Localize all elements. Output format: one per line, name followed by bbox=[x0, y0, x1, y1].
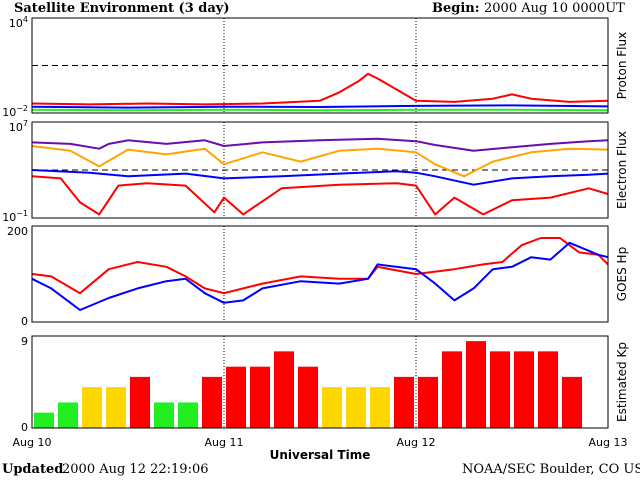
begin-value: 2000 Aug 10 0000UT bbox=[484, 1, 625, 16]
kp-bar bbox=[538, 351, 558, 428]
kp-bar bbox=[370, 387, 390, 428]
kp-bar bbox=[322, 387, 342, 428]
kp-bar bbox=[490, 351, 510, 428]
kp-bar bbox=[106, 387, 126, 428]
kp-bar bbox=[226, 366, 246, 428]
series-purple-line bbox=[31, 137, 609, 152]
kp-bar bbox=[82, 387, 102, 428]
y-tick-label: 0 bbox=[21, 315, 28, 328]
kp-bar bbox=[250, 366, 270, 428]
chart-title: Satellite Environment (3 day) bbox=[14, 1, 230, 16]
panel-background bbox=[32, 122, 608, 218]
kp-bar bbox=[442, 351, 462, 428]
series-blue-line bbox=[31, 241, 609, 311]
y-tick-label: 107 bbox=[9, 119, 28, 134]
kp-bar bbox=[562, 376, 582, 428]
panel-3 bbox=[31, 225, 609, 323]
series-orange-line bbox=[31, 145, 609, 178]
kp-bar bbox=[34, 412, 54, 428]
panel-frame bbox=[31, 121, 609, 219]
panel-ylabel: Estimated Kp bbox=[615, 342, 629, 422]
y-tick-label: 9 bbox=[21, 335, 28, 348]
panel-ylabel: Electron Flux bbox=[615, 131, 629, 209]
kp-bar bbox=[466, 341, 486, 428]
series-red-line bbox=[31, 72, 609, 106]
panel-background bbox=[32, 18, 608, 113]
x-axis-label: Universal Time bbox=[270, 448, 371, 462]
panel-ylabel: GOES Hp bbox=[615, 247, 629, 301]
y-tick-label: 10−2 bbox=[2, 104, 28, 119]
panel-background bbox=[32, 226, 608, 322]
panel-frame bbox=[31, 17, 609, 114]
y-tick-label: 200 bbox=[7, 225, 28, 238]
y-tick-label: 0 bbox=[21, 421, 28, 434]
y-tick-label: 104 bbox=[9, 15, 28, 30]
x-tick-label: Aug 11 bbox=[205, 436, 244, 449]
begin-label: Begin: bbox=[432, 1, 480, 16]
kp-bar bbox=[58, 402, 78, 428]
y-tick-label: 10−1 bbox=[2, 209, 28, 224]
kp-bar bbox=[346, 387, 366, 428]
credit: NOAA/SEC Boulder, CO USA bbox=[462, 462, 640, 477]
updated-value: 2000 Aug 12 22:19:06 bbox=[62, 462, 209, 477]
kp-bar bbox=[178, 402, 198, 428]
series-blue-line bbox=[31, 104, 609, 109]
kp-bar bbox=[202, 376, 222, 428]
panel-background bbox=[32, 336, 608, 428]
series-red-line bbox=[31, 175, 609, 216]
x-tick-label: Aug 10 bbox=[13, 436, 52, 449]
kp-bar bbox=[130, 376, 150, 428]
x-tick-label: Aug 12 bbox=[397, 436, 436, 449]
updated-label: Updated bbox=[2, 462, 64, 477]
kp-bar bbox=[394, 376, 414, 428]
panel-1 bbox=[31, 17, 609, 114]
series-red-line bbox=[31, 237, 609, 295]
kp-bar bbox=[514, 351, 534, 428]
panel-ylabel: Proton Flux bbox=[615, 32, 629, 99]
kp-bar bbox=[154, 402, 174, 428]
kp-bar bbox=[298, 366, 318, 428]
panel-2 bbox=[31, 121, 609, 219]
panel-frame bbox=[31, 225, 609, 323]
series-blue-line bbox=[31, 169, 609, 186]
kp-bar bbox=[418, 376, 438, 428]
panel-frame bbox=[31, 335, 609, 429]
panel-4 bbox=[31, 335, 609, 429]
kp-bar bbox=[274, 351, 294, 428]
x-tick-label: Aug 13 bbox=[589, 436, 628, 449]
